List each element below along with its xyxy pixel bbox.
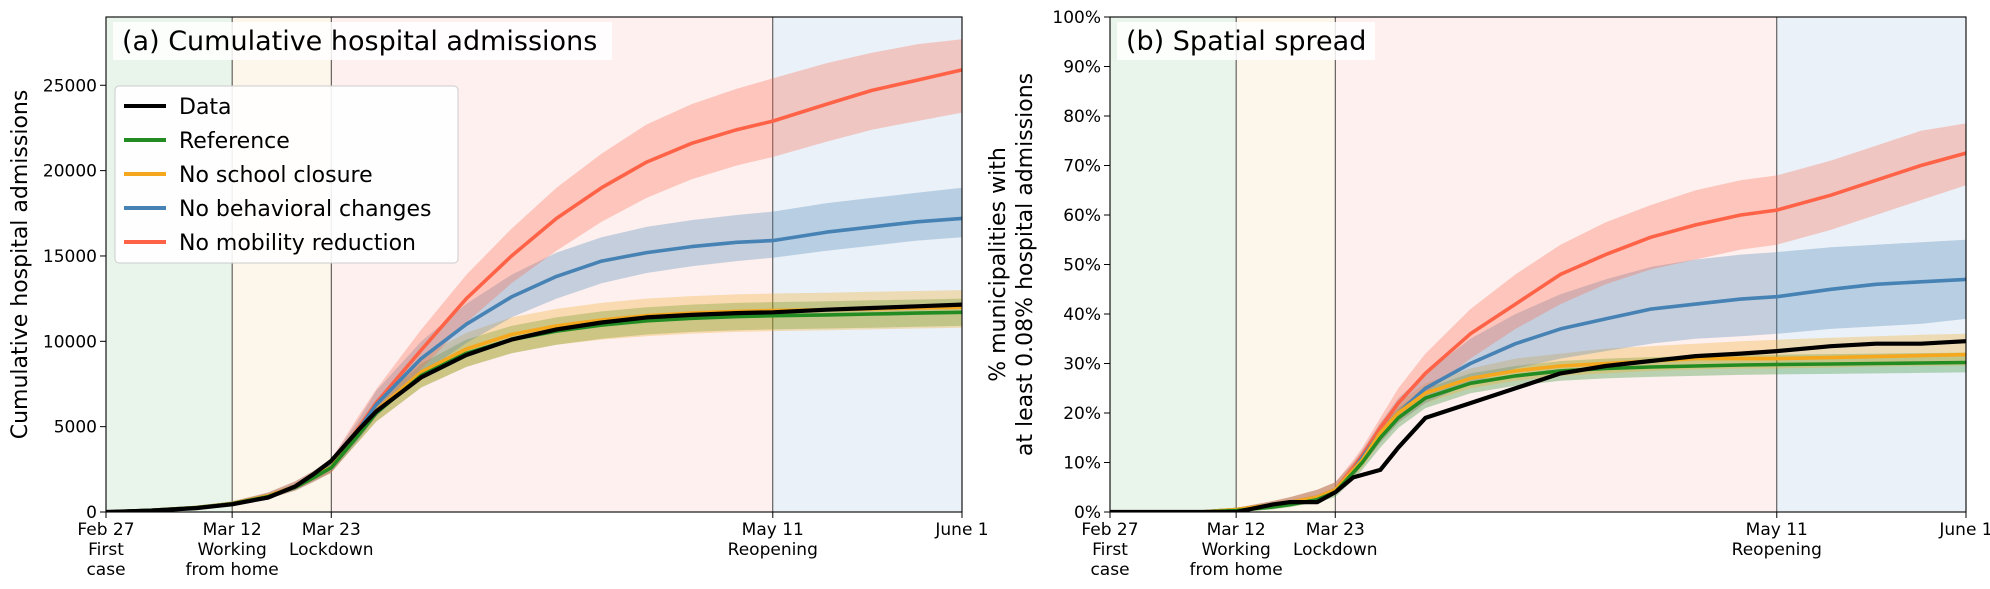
band-no-behavioral-changes bbox=[1110, 239, 1966, 512]
axes-frame bbox=[105, 16, 963, 513]
x-tick-label: Mar 23 bbox=[1306, 520, 1365, 540]
title-box bbox=[1117, 22, 1375, 60]
band-no-behavioral-changes bbox=[106, 187, 962, 512]
x-tick-label: Lockdown bbox=[1293, 540, 1378, 560]
x-tick-label: June 1 bbox=[1938, 520, 1990, 540]
plot-area bbox=[1110, 123, 1966, 512]
legend-label-data: Data bbox=[179, 95, 232, 120]
y-tick-label: 70% bbox=[1063, 157, 1101, 177]
y-tick-label: 10% bbox=[1063, 454, 1101, 474]
phase-band-wfh bbox=[1236, 17, 1336, 512]
x-tick-label: Mar 12 bbox=[1207, 520, 1266, 540]
y-axis-label: % municipalities with bbox=[986, 147, 1011, 382]
y-tick-label: 20000 bbox=[43, 162, 97, 182]
chart-title: (a) Cumulative hospital admissions bbox=[122, 26, 597, 57]
x-tick-label: First bbox=[1092, 540, 1128, 560]
y-axis-label: Cumulative hospital admissions bbox=[8, 90, 33, 440]
y-tick-label: 100% bbox=[1052, 8, 1101, 28]
plot-area bbox=[106, 39, 962, 512]
y-tick-label: 80% bbox=[1063, 107, 1101, 127]
x-tick-label: May 11 bbox=[1746, 520, 1808, 540]
x-tick-label: Reopening bbox=[1732, 540, 1822, 560]
y-tick-label: 50% bbox=[1063, 256, 1101, 276]
phase-band-reopen bbox=[772, 17, 962, 512]
y-tick-label: 90% bbox=[1063, 58, 1101, 78]
chart-title: (b) Spatial spread bbox=[1126, 26, 1366, 57]
x-tick-label: case bbox=[1090, 560, 1129, 580]
band-no-mobility-reduction bbox=[1110, 123, 1966, 512]
series-line-data bbox=[106, 302, 962, 512]
y-tick-label: 15000 bbox=[43, 247, 97, 267]
phase-band-reopen bbox=[1776, 17, 1966, 512]
band-reference bbox=[106, 298, 962, 512]
legend-label-reference: Reference bbox=[179, 129, 290, 154]
x-tick-label: Feb 27 bbox=[1081, 520, 1138, 540]
x-tick-label: Lockdown bbox=[289, 540, 374, 560]
x-tick-label: Working bbox=[1201, 540, 1270, 560]
x-tick-label: Mar 12 bbox=[203, 520, 262, 540]
y-tick-label: 60% bbox=[1063, 206, 1101, 226]
y-tick-label: 30% bbox=[1063, 355, 1101, 375]
x-tick-label: June 1 bbox=[934, 520, 988, 540]
y-tick-label: 0% bbox=[1074, 503, 1101, 523]
x-tick-label: case bbox=[86, 560, 125, 580]
legend-box bbox=[114, 85, 459, 264]
y-tick-label: 25000 bbox=[43, 76, 97, 96]
x-tick-label: Working bbox=[197, 540, 266, 560]
x-tick-label: Feb 27 bbox=[77, 520, 134, 540]
chart-cumulative-hospital-admissions: 0 5000 10000 15000 20000 25000 Feb 27Firstcase… bbox=[8, 16, 989, 580]
y-tick-label: 40% bbox=[1063, 305, 1101, 325]
x-tick-label: from home bbox=[186, 560, 279, 580]
y-tick-label: 20% bbox=[1063, 404, 1101, 424]
legend-label-no-behavioral-changes: No behavioral changes bbox=[179, 197, 431, 222]
band-reference bbox=[1110, 352, 1966, 512]
band-no-mobility-reduction bbox=[106, 39, 962, 512]
x-tick-label: Reopening bbox=[728, 540, 818, 560]
y-tick-label: 5000 bbox=[54, 418, 97, 438]
chart-spatial-spread: 0% 10% 20% 30% 40% 50% 60% 70% 80% 90% 100% Feb 27F… bbox=[986, 8, 1990, 580]
x-tick-label: from home bbox=[1190, 560, 1283, 580]
legend-label-no-school-closure: No school closure bbox=[179, 163, 373, 188]
series-line-data bbox=[1110, 339, 1966, 512]
legend-label-no-mobility-reduction: No mobility reduction bbox=[179, 231, 416, 256]
title-box bbox=[113, 22, 612, 60]
x-tick-label: First bbox=[88, 540, 124, 560]
series-line-reference bbox=[1110, 360, 1966, 512]
y-tick-label: 10000 bbox=[43, 332, 97, 352]
y-axis-label: at least 0.08% hospital admissions bbox=[1013, 73, 1038, 456]
phase-band-lockdown bbox=[1335, 17, 1777, 512]
x-tick-label: May 11 bbox=[742, 520, 804, 540]
x-tick-label: Mar 23 bbox=[302, 520, 361, 540]
y-tick-label: 0 bbox=[86, 503, 97, 523]
phase-band-pre bbox=[1110, 17, 1237, 512]
